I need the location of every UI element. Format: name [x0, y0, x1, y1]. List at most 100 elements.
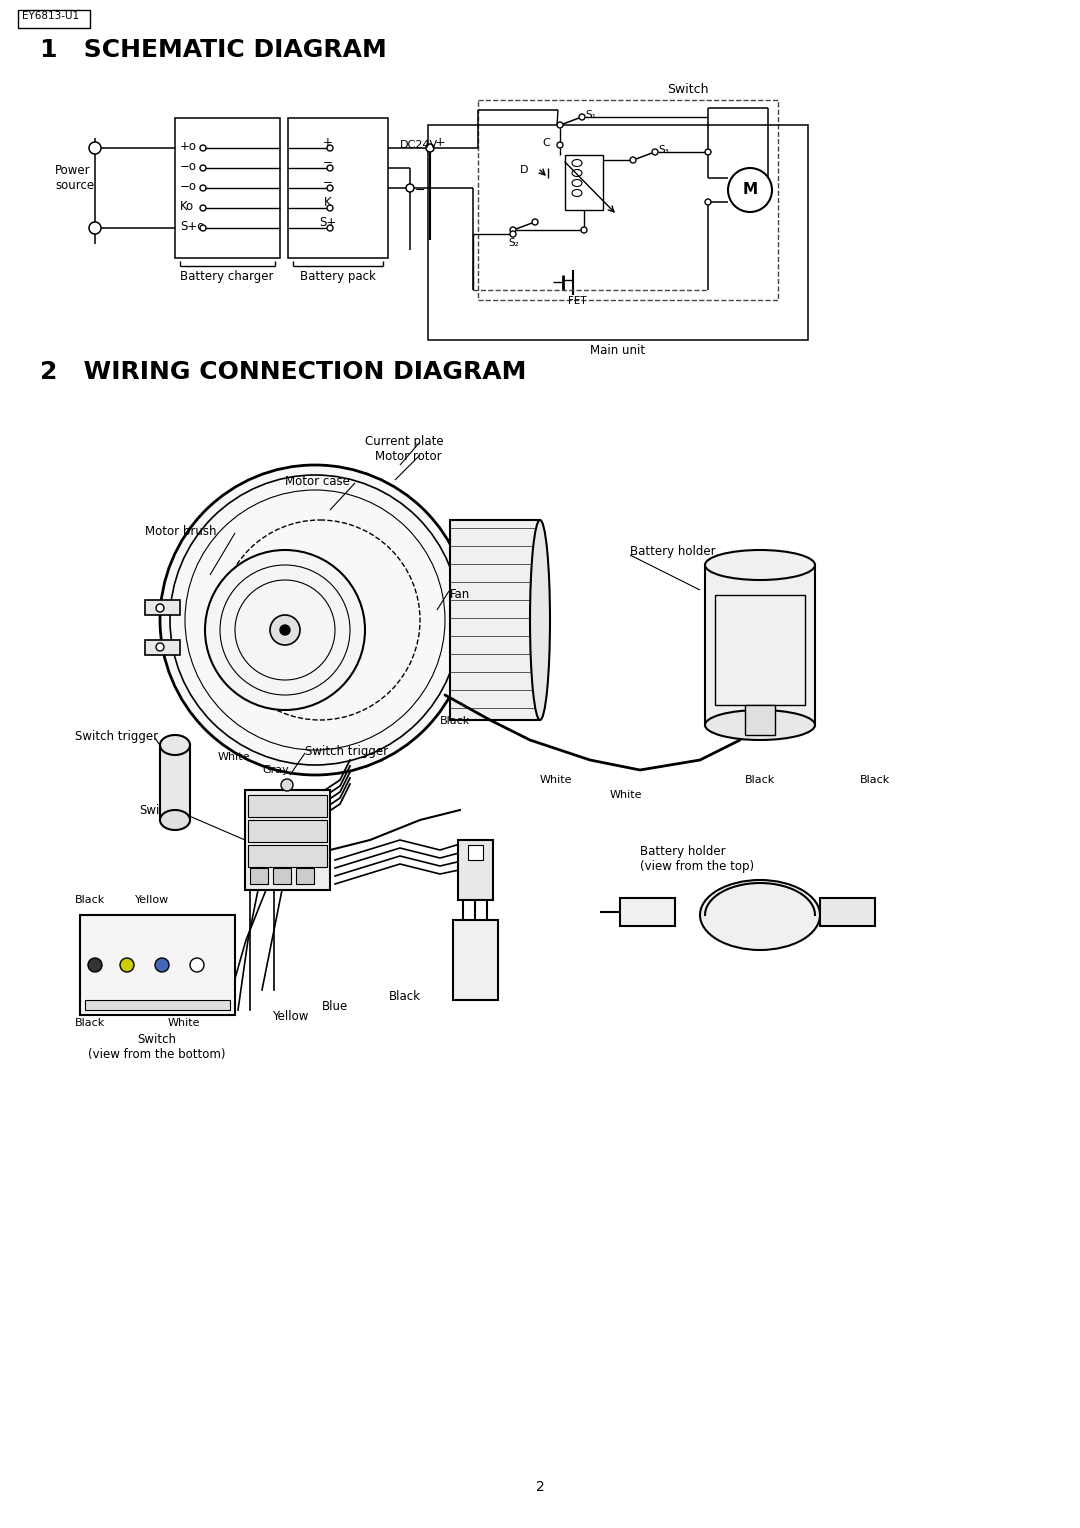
Text: S+o: S+o: [180, 220, 204, 234]
Text: Black: Black: [389, 990, 421, 1002]
Circle shape: [557, 122, 563, 128]
Circle shape: [728, 168, 772, 212]
Text: Power
source: Power source: [55, 163, 94, 193]
Circle shape: [705, 199, 711, 205]
Text: EY6813-U1: EY6813-U1: [22, 11, 79, 21]
Text: Fan: Fan: [450, 588, 470, 601]
Text: Blue: Blue: [114, 931, 139, 940]
Circle shape: [705, 150, 711, 154]
Bar: [160, 746, 190, 821]
Circle shape: [280, 625, 291, 636]
Text: S₁: S₁: [585, 110, 596, 121]
Bar: [85, 999, 230, 1010]
Text: White: White: [610, 790, 643, 801]
Text: 2   WIRING CONNECTION DIAGRAM: 2 WIRING CONNECTION DIAGRAM: [40, 361, 526, 384]
Bar: [296, 868, 314, 885]
Ellipse shape: [700, 880, 820, 950]
Ellipse shape: [530, 520, 550, 720]
Bar: [273, 868, 291, 885]
Text: Battery charger: Battery charger: [180, 270, 273, 283]
Text: S₂: S₂: [508, 238, 518, 248]
Bar: [18, 11, 90, 28]
Circle shape: [281, 779, 293, 792]
Bar: [288, 118, 388, 258]
Text: D: D: [519, 165, 528, 176]
Text: Black: Black: [440, 717, 470, 726]
Circle shape: [581, 228, 588, 232]
Ellipse shape: [160, 810, 190, 830]
Circle shape: [327, 145, 333, 151]
Circle shape: [120, 958, 134, 972]
Circle shape: [200, 225, 206, 231]
Text: Battery pack: Battery pack: [300, 270, 376, 283]
Text: Current plate: Current plate: [365, 435, 444, 448]
Bar: [453, 920, 498, 999]
Text: FET: FET: [473, 850, 495, 863]
Circle shape: [327, 225, 333, 231]
Text: S₃: S₃: [658, 145, 669, 154]
Text: Black: Black: [75, 895, 105, 905]
Text: −o: −o: [180, 160, 197, 174]
Bar: [458, 840, 492, 900]
Text: +: +: [323, 136, 333, 150]
Text: DC24V: DC24V: [400, 141, 438, 150]
Circle shape: [200, 185, 206, 191]
Text: Black: Black: [745, 775, 775, 785]
Text: −o: −o: [180, 180, 197, 194]
Text: Yellow: Yellow: [135, 895, 170, 905]
Text: S+: S+: [320, 215, 337, 229]
Text: M: M: [742, 182, 757, 197]
Bar: [715, 594, 805, 704]
Circle shape: [200, 165, 206, 171]
Text: Switch: Switch: [667, 83, 708, 96]
Bar: [450, 520, 540, 720]
Text: Motor case: Motor case: [285, 475, 350, 487]
Circle shape: [510, 228, 516, 232]
Circle shape: [510, 231, 516, 237]
Bar: [745, 704, 775, 735]
Text: Switch: Switch: [139, 804, 178, 816]
Text: White: White: [218, 752, 251, 762]
Circle shape: [190, 958, 204, 972]
Circle shape: [89, 142, 102, 154]
Bar: [428, 125, 808, 341]
Text: Motor rotor: Motor rotor: [375, 451, 442, 463]
Bar: [468, 845, 483, 860]
Text: 2: 2: [536, 1481, 544, 1494]
Circle shape: [89, 222, 102, 234]
Text: White: White: [540, 775, 572, 785]
Text: White: White: [167, 1018, 200, 1028]
Text: −: −: [415, 183, 426, 197]
Bar: [245, 790, 330, 889]
Text: Main unit: Main unit: [591, 344, 646, 358]
Circle shape: [557, 142, 563, 148]
Text: Black: Black: [860, 775, 890, 785]
Bar: [620, 898, 675, 926]
Text: +o: +o: [180, 141, 197, 153]
Text: Motor brush: Motor brush: [145, 526, 216, 538]
Ellipse shape: [705, 550, 815, 581]
Circle shape: [156, 958, 168, 972]
Circle shape: [327, 185, 333, 191]
Circle shape: [532, 219, 538, 225]
Bar: [145, 601, 180, 614]
Circle shape: [579, 115, 585, 121]
Circle shape: [327, 205, 333, 211]
Bar: [175, 118, 280, 258]
Ellipse shape: [160, 735, 190, 755]
Text: Battery holder
(view from the top): Battery holder (view from the top): [640, 845, 754, 872]
Bar: [820, 898, 875, 926]
Text: Black: Black: [75, 1018, 105, 1028]
Bar: [705, 565, 815, 724]
Bar: [145, 640, 180, 656]
Text: FET: FET: [568, 296, 586, 306]
Bar: [249, 868, 268, 885]
Text: Switch trigger: Switch trigger: [305, 746, 388, 758]
Text: −: −: [323, 156, 333, 170]
Circle shape: [652, 150, 658, 154]
Text: −: −: [323, 176, 333, 189]
Bar: [478, 99, 778, 299]
Bar: [248, 795, 327, 817]
Text: 1   SCHEMATIC DIAGRAM: 1 SCHEMATIC DIAGRAM: [40, 38, 387, 63]
Text: Yellow: Yellow: [272, 1010, 308, 1024]
